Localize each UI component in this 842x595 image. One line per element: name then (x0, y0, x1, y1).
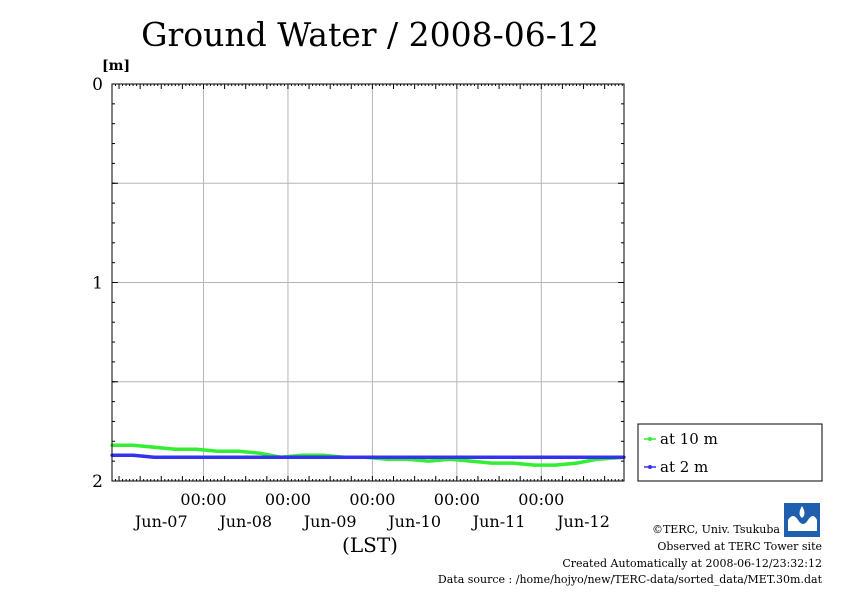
data-point (574, 455, 579, 459)
data-point (342, 455, 346, 459)
x-time-label: 00:00 (349, 490, 395, 509)
grid-lines (112, 84, 624, 481)
copyright-text: ©TERC, Univ. Tsukuba (652, 523, 780, 536)
created-text: Created Automatically at 2008-06-12/23:3… (562, 557, 822, 570)
data-point (427, 455, 431, 459)
data-point (574, 461, 579, 465)
x-axis-label: (LST) (342, 533, 398, 557)
data-point (553, 455, 557, 459)
series-line-1 (112, 443, 625, 467)
x-time-label: 00:00 (180, 490, 226, 509)
data-point (321, 455, 325, 459)
series-layer (110, 443, 626, 467)
data-point (237, 455, 241, 459)
data-point (258, 451, 262, 455)
chart-title: Ground Water / 2008-06-12 (141, 15, 599, 54)
x-date-label: Jun-11 (471, 512, 526, 531)
data-point (469, 455, 473, 459)
data-point (490, 461, 494, 465)
data-point (384, 455, 389, 459)
logo-text: TERC (793, 532, 810, 539)
data-point (363, 455, 367, 459)
data-source-text: Data source : /home/hojyo/new/TERC-data/… (438, 573, 823, 586)
legend-marker (648, 437, 652, 441)
legend-label: at 10 m (660, 430, 718, 448)
data-point (279, 455, 283, 459)
data-point (448, 455, 452, 459)
data-point (194, 447, 199, 451)
y-tick-label: 1 (92, 274, 103, 294)
y-tick-labels: 0 1 2 (92, 75, 103, 492)
x-tick-labels: 00:00 00:00 00:00 00:00 00:00 Jun-07 Jun-08 Jun… (133, 490, 610, 531)
data-point (194, 455, 199, 459)
logo-drop-icon (799, 506, 805, 518)
data-point (131, 453, 135, 457)
series-line-2 (112, 453, 624, 459)
data-point (152, 445, 156, 449)
x-date-label: Jun-12 (555, 512, 610, 531)
x-time-label: 00:00 (265, 490, 311, 509)
x-time-label: 00:00 (434, 490, 480, 509)
data-point (469, 459, 473, 463)
data-point (532, 455, 536, 459)
y-tick-label: 0 (92, 75, 103, 95)
legend-box (637, 423, 823, 482)
x-time-label: 00:00 (518, 490, 564, 509)
x-date-label: Jun-10 (386, 512, 441, 531)
data-point (300, 455, 304, 459)
x-date-label: Jun-08 (217, 512, 272, 531)
data-point (596, 455, 600, 459)
y-axis-unit: [m] (102, 58, 130, 74)
legend-marker (648, 465, 652, 469)
data-point (532, 463, 536, 467)
axis-ticks (111, 83, 624, 482)
data-point (258, 455, 262, 459)
legend-label: at 2 m (660, 458, 708, 476)
data-point (553, 463, 557, 467)
data-point (173, 447, 177, 451)
x-date-label: Jun-09 (302, 512, 357, 531)
y-tick-label: 2 (92, 472, 103, 492)
data-point (152, 455, 156, 459)
data-point (131, 443, 135, 447)
data-point (237, 449, 241, 453)
data-point (215, 455, 220, 459)
data-point (490, 455, 494, 459)
data-point (427, 459, 431, 463)
logo-wave-icon (788, 516, 817, 531)
x-date-label: Jun-07 (133, 512, 188, 531)
terc-logo: TERC (784, 503, 820, 539)
observed-text: Observed at TERC Tower site (657, 540, 822, 553)
data-point (511, 461, 515, 465)
data-point (215, 449, 220, 453)
data-point (173, 455, 177, 459)
data-point (405, 455, 410, 459)
data-point (511, 455, 515, 459)
legend: at 10 m at 2 m (637, 423, 823, 482)
